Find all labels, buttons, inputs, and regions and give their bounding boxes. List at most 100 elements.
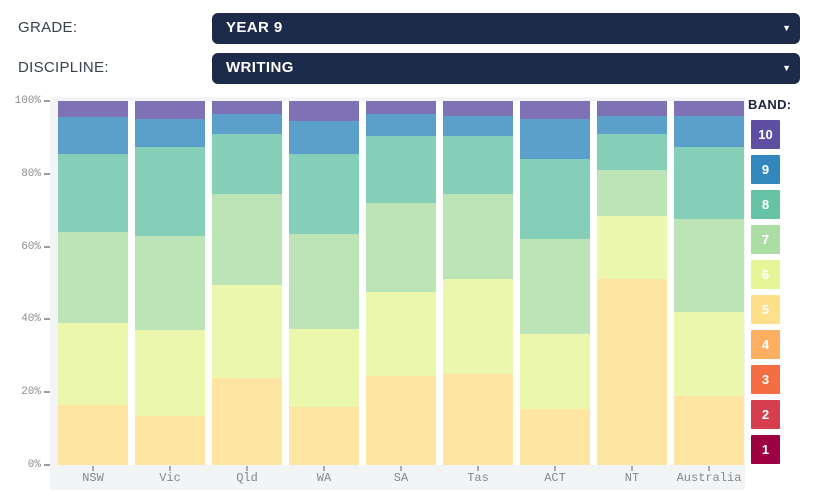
segment-band-10 [135,101,205,120]
x-tick-mark [323,466,325,471]
legend-swatch-band-1[interactable]: 1 [751,435,780,464]
chevron-down-icon: ▼ [782,23,791,33]
grade-label: GRADE: [18,19,78,36]
segment-band-8 [212,133,282,194]
segment-band-8 [597,133,667,171]
x-axis-label-wa: WA [316,471,332,485]
x-axis-label-vic: Vic [159,471,181,485]
y-tick-mark [44,391,50,394]
x-tick-mark [477,466,479,471]
grade-dropdown[interactable]: YEAR 9 ▼ [212,13,800,44]
stacked-bar-wa[interactable] [289,101,359,465]
stacked-bar-qld[interactable] [212,101,282,465]
segment-band-9 [135,119,205,147]
y-axis-label: 60% [0,240,50,254]
legend-swatch-band-8[interactable]: 8 [751,190,780,219]
segment-band-6 [597,215,667,280]
stacked-bar-nsw[interactable] [58,101,128,465]
segment-band-7 [520,239,590,334]
stacked-bar-nt[interactable] [597,101,667,465]
segment-band-5 [443,374,513,465]
stacked-bar-tas[interactable] [443,101,513,465]
y-tick-text: 80% [21,167,41,180]
segment-band-7 [135,235,205,331]
segment-band-9 [289,121,359,154]
segment-band-10 [212,101,282,114]
segment-band-7 [443,193,513,280]
segment-band-10 [58,101,128,118]
band-legend: 10 9 8 7 6 5 4 3 2 1 [751,120,780,464]
grade-row: GRADE: YEAR 9 ▼ [0,13,820,44]
x-axis-label-tas: Tas [467,471,489,485]
segment-band-6 [520,333,590,409]
segment-band-7 [674,219,744,313]
legend-swatch-band-4[interactable]: 4 [751,330,780,359]
segment-band-5 [674,395,744,465]
legend-title: BAND: [748,97,792,112]
segment-band-10 [520,101,590,120]
stacked-bar-vic[interactable] [135,101,205,465]
chevron-down-icon: ▼ [782,63,791,73]
y-axis-label: 40% [0,312,50,326]
segment-band-5 [135,415,205,465]
segment-band-8 [443,135,513,194]
y-tick-text: 20% [21,386,41,399]
segment-band-7 [289,233,359,329]
stacked-bar-sa[interactable] [366,101,436,465]
segment-band-8 [58,153,128,233]
x-axis-label-sa: SA [393,471,409,485]
x-tick-mark [246,466,248,471]
segment-band-5 [289,406,359,465]
segment-band-5 [58,404,128,465]
grade-selected-value: YEAR 9 [226,19,283,36]
segment-band-6 [212,284,282,378]
segment-band-8 [289,153,359,234]
segment-band-8 [520,159,590,240]
legend-swatch-band-7[interactable]: 7 [751,225,780,254]
y-tick-text: 100% [14,95,41,107]
legend-swatch-band-6[interactable]: 6 [751,260,780,289]
y-axis-label: 0% [0,458,50,472]
stacked-bars-plot-area [58,101,744,465]
x-axis-label-nt: NT [624,471,640,485]
segment-band-10 [597,101,667,116]
segment-band-6 [443,279,513,374]
segment-band-8 [674,146,744,220]
discipline-dropdown[interactable]: WRITING ▼ [212,53,800,84]
legend-swatch-band-10[interactable]: 10 [751,120,780,149]
legend-swatch-band-9[interactable]: 9 [751,155,780,184]
segment-band-9 [443,115,513,136]
y-axis-label: 20% [0,385,50,399]
segment-band-7 [597,170,667,216]
legend-swatch-band-2[interactable]: 2 [751,400,780,429]
y-tick-mark [44,245,50,248]
discipline-label: DISCIPLINE: [18,59,109,76]
stacked-bar-australia[interactable] [674,101,744,465]
x-tick-mark [169,466,171,471]
segment-band-10 [289,101,359,122]
segment-band-6 [58,323,128,405]
x-tick-mark [708,466,710,471]
segment-band-9 [58,117,128,154]
segment-band-7 [212,193,282,285]
x-axis-label-australia: Australia [676,471,742,485]
y-axis-label: 80% [0,167,50,181]
segment-band-6 [289,328,359,407]
x-tick-mark [92,466,94,471]
y-tick-mark [44,100,50,102]
stacked-bar-act[interactable] [520,101,590,465]
segment-band-10 [366,101,436,114]
y-axis-label: 100% [0,94,50,108]
discipline-selected-value: WRITING [226,59,294,76]
x-axis-label-nsw: NSW [82,471,104,485]
legend-swatch-band-5[interactable]: 5 [751,295,780,324]
segment-band-8 [135,146,205,236]
segment-band-9 [520,119,590,160]
segment-band-5 [597,279,667,465]
segment-band-7 [58,232,128,324]
y-tick-mark [44,172,50,175]
x-tick-mark [631,466,633,471]
segment-band-5 [520,408,590,465]
x-tick-mark [554,466,556,471]
legend-swatch-band-3[interactable]: 3 [751,365,780,394]
